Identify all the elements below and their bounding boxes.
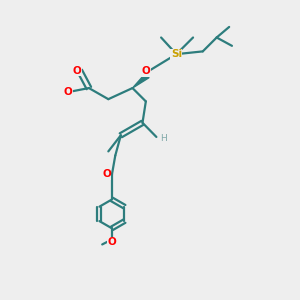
- Text: H: H: [160, 134, 167, 143]
- Text: Si: Si: [171, 49, 182, 59]
- Text: O: O: [108, 237, 116, 247]
- Text: O: O: [102, 169, 111, 179]
- Text: O: O: [64, 87, 72, 97]
- Text: O: O: [73, 66, 81, 76]
- Text: O: O: [142, 66, 150, 76]
- Polygon shape: [133, 74, 149, 88]
